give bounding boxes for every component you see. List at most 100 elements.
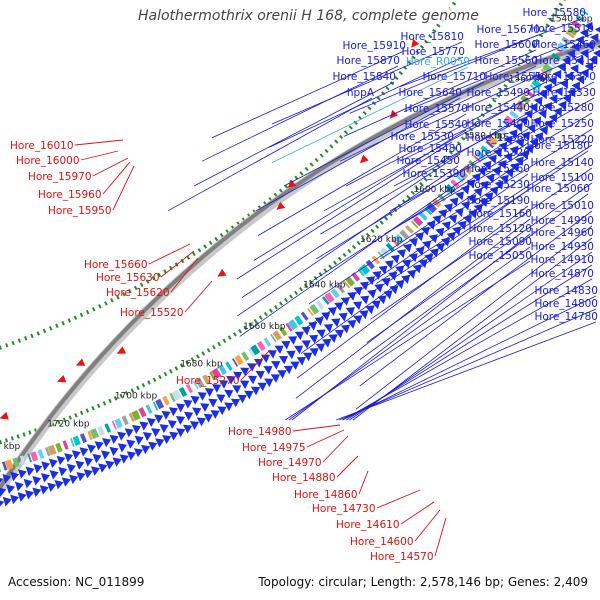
forward-gene-label: Hore_15460 [532, 39, 596, 51]
outer-tick-ring-tick [243, 325, 248, 330]
cog-feature-block [250, 344, 261, 356]
outer-tick-ring-tick [525, 54, 530, 58]
forward-cds-arrow [494, 180, 504, 190]
outer-tick-ring-tick [136, 385, 140, 391]
outer-tick-ring-tick [16, 434, 20, 439]
forward-cds-arrow [327, 307, 337, 316]
forward-cds-arrow [61, 477, 71, 487]
forward-cds-arrow [105, 460, 115, 470]
inner-tick-ring-tick [432, 28, 437, 33]
forward-cds-arrow [575, 56, 584, 66]
forward-cds-arrow [381, 277, 391, 287]
outer-tick-ring-tick [263, 311, 268, 317]
outer-tick-ring-tick [294, 290, 299, 296]
forward-cds-arrow [288, 336, 298, 345]
forward-gene-label: Hore_15840 [332, 71, 396, 83]
inner-tick-ring-tick [0, 345, 2, 350]
inner-tick-ring-tick [343, 130, 349, 135]
forward-cds-arrow [267, 350, 277, 359]
forward-cds-arrow [562, 94, 572, 104]
cog-feature-block [399, 229, 409, 240]
forward-cds-arrow [513, 122, 523, 132]
outer-tick-ring-tick [414, 186, 420, 191]
forward-cds-arrow [126, 451, 136, 461]
forward-cds-arrow [169, 431, 179, 441]
forward-leader-line [393, 81, 595, 187]
forward-cds-arrow [208, 398, 218, 408]
forward-cds-arrow [142, 432, 152, 442]
forward-cds-arrow [254, 359, 264, 368]
forward-cds-arrow [98, 463, 108, 473]
forward-leader-line [343, 49, 537, 137]
forward-cds-arrow [117, 431, 127, 441]
forward-cds-arrow [497, 160, 507, 170]
forward-cds-arrow [217, 406, 227, 416]
inner-tick-ring-tick [411, 55, 416, 60]
forward-cds-arrow [322, 338, 332, 348]
outer-tick-ring-tick [4, 438, 9, 443]
forward-cds-arrow [352, 301, 363, 311]
cog-feature-block [138, 407, 147, 418]
inner-tick-ring-tick [385, 86, 390, 91]
cog-feature-block [342, 280, 351, 289]
inner-tick-ring-tick [436, 23, 441, 28]
forward-cds-arrow [365, 305, 375, 315]
forward-cds-arrow [309, 348, 319, 357]
forward-cds-arrow [10, 494, 20, 505]
reverse-leader-line [160, 250, 195, 278]
forward-cds-arrow [14, 481, 24, 492]
forward-leader-line [366, 182, 593, 343]
cog-feature-block [247, 347, 255, 357]
cog-feature-block [462, 164, 473, 175]
outer-tick-ring-tick [102, 401, 107, 406]
forward-leader-line [295, 218, 531, 399]
cog-feature-block [492, 130, 503, 140]
forward-cds-arrow [263, 366, 273, 375]
forward-cds-arrow [197, 392, 207, 401]
outer-tick-ring-tick [388, 212, 393, 217]
reverse-leader-line [74, 139, 124, 146]
cog-feature-block [270, 333, 277, 343]
forward-cds-arrow [366, 276, 376, 286]
cog-feature-block [565, 31, 575, 39]
inner-tick-ring-tick [214, 236, 219, 242]
cog-feature-block [525, 89, 535, 98]
forward-leader-line [339, 65, 537, 162]
outer-tick-ring-tick [356, 240, 361, 246]
forward-cds-arrow [479, 180, 489, 190]
reverse-cds-arrow [411, 39, 420, 48]
outer-tick-ring-tick [303, 283, 308, 288]
inner-tick-ring-tick [219, 233, 224, 238]
outer-tick-ring-tick [488, 103, 493, 108]
forward-cds-arrow [452, 226, 462, 236]
reverse-cds-arrow [276, 201, 286, 210]
forward-cds-arrow [237, 394, 247, 404]
scale-label: 1560 kbp [509, 75, 552, 85]
outer-tick-ring-tick [448, 150, 453, 155]
reverse-gene-label: Hore_14980 [228, 426, 292, 438]
inner-tick-ring-tick [367, 106, 372, 111]
forward-cds-arrow [176, 403, 186, 413]
outer-tick-ring-tick [410, 190, 415, 195]
inner-tick-ring-tick [98, 304, 102, 309]
reverse-gene-label: Hore_16000 [16, 155, 80, 167]
forward-cds-arrow [443, 203, 453, 213]
outer-tick-ring-tick [163, 371, 168, 377]
forward-cds-arrow [559, 79, 569, 89]
forward-cds-arrow [414, 232, 424, 242]
forward-cds-arrow [176, 428, 186, 438]
forward-cds-arrow [0, 487, 7, 497]
cog-feature-block [241, 351, 250, 362]
forward-cds-arrow [151, 428, 161, 438]
outer-tick-ring-tick [62, 417, 67, 422]
forward-leader-line [359, 210, 593, 387]
cog-feature-block [69, 437, 75, 448]
cog-feature-block [114, 418, 123, 429]
outer-tick-ring-tick [289, 294, 294, 299]
forward-gene-label: Hore_15230 [466, 179, 530, 191]
forward-cds-arrow [438, 209, 448, 219]
forward-cds-arrow [435, 227, 445, 237]
reverse-gene-label: Hore_15970 [28, 171, 92, 183]
forward-cds-arrow [159, 424, 169, 434]
reverse-cds-arrow [57, 375, 67, 383]
